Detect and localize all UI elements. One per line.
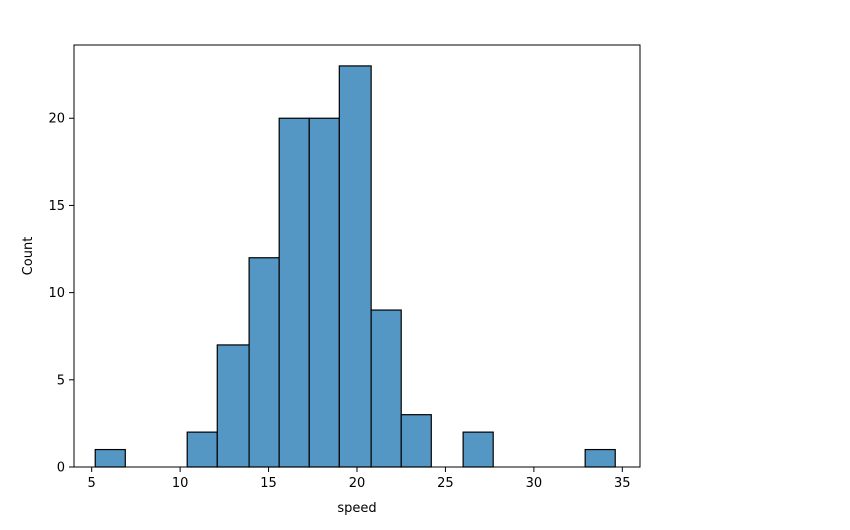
x-tick-label: 35	[614, 476, 631, 491]
plot-frame	[73, 44, 641, 468]
histogram-bar	[248, 257, 280, 468]
x-tick-label: 10	[172, 476, 189, 491]
histogram-bar	[370, 309, 402, 468]
x-tick-label: 25	[437, 476, 454, 491]
histogram-bar	[278, 117, 310, 468]
y-tick-label: 10	[48, 286, 65, 301]
histogram-bar	[186, 431, 218, 468]
histogram-bar	[94, 448, 126, 468]
y-axis-ticks: 0 5 10 15 20	[48, 112, 74, 476]
y-tick-label: 0	[57, 461, 65, 476]
x-tick-label: 15	[260, 476, 277, 491]
histogram-bar	[462, 431, 494, 468]
histogram-bar	[400, 414, 432, 468]
y-tick-label: 5	[57, 373, 65, 388]
y-axis-label: Count	[21, 237, 36, 276]
x-tick-label: 30	[526, 476, 543, 491]
histogram-bar	[338, 65, 372, 468]
histogram-bar	[216, 344, 250, 468]
x-tick-label: 20	[349, 476, 366, 491]
histogram-bar	[584, 448, 616, 468]
y-tick-label: 20	[48, 112, 65, 127]
bars-group	[94, 65, 616, 468]
x-tick-label: 5	[88, 476, 96, 491]
histogram-bar	[308, 117, 340, 468]
x-axis-ticks: 5 10 15 20 25 30 35	[88, 467, 631, 491]
x-axis-label: speed	[337, 501, 376, 516]
y-tick-label: 15	[48, 199, 65, 214]
